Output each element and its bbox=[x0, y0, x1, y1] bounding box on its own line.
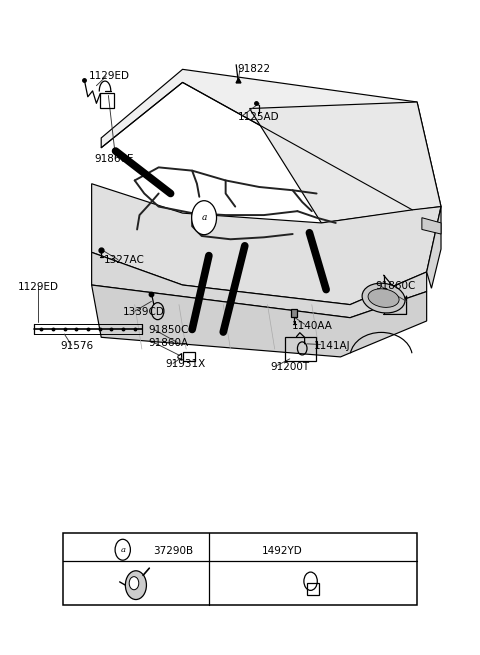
Bar bbox=[307, 583, 319, 595]
Text: 1492YD: 1492YD bbox=[262, 546, 302, 556]
Text: 1129ED: 1129ED bbox=[17, 282, 59, 292]
Polygon shape bbox=[250, 102, 441, 223]
Polygon shape bbox=[427, 206, 441, 288]
Polygon shape bbox=[92, 252, 427, 318]
Text: 1339CD: 1339CD bbox=[123, 307, 165, 317]
Text: 91860C: 91860C bbox=[375, 282, 415, 291]
Text: 91860A: 91860A bbox=[148, 338, 188, 348]
Text: 1125AD: 1125AD bbox=[238, 112, 279, 122]
Ellipse shape bbox=[368, 289, 399, 307]
Polygon shape bbox=[92, 285, 427, 357]
Bar bbox=[291, 309, 298, 317]
Circle shape bbox=[125, 571, 146, 599]
Text: 91822: 91822 bbox=[238, 64, 271, 73]
Text: 37290B: 37290B bbox=[153, 546, 193, 556]
Polygon shape bbox=[92, 183, 441, 305]
Text: 1327AC: 1327AC bbox=[104, 255, 144, 265]
Text: a: a bbox=[202, 213, 207, 222]
Circle shape bbox=[192, 200, 216, 234]
Bar bbox=[285, 337, 316, 362]
Polygon shape bbox=[422, 217, 441, 234]
Circle shape bbox=[115, 539, 131, 560]
Polygon shape bbox=[101, 69, 441, 210]
Text: a: a bbox=[120, 546, 125, 553]
Ellipse shape bbox=[362, 283, 405, 313]
Text: 1141AJ: 1141AJ bbox=[314, 341, 351, 351]
Text: 91860E: 91860E bbox=[94, 154, 133, 164]
Text: 91931X: 91931X bbox=[166, 359, 206, 369]
Bar bbox=[100, 93, 114, 108]
Circle shape bbox=[129, 576, 139, 590]
Text: 91850C: 91850C bbox=[148, 325, 189, 335]
Text: 1129ED: 1129ED bbox=[89, 71, 130, 81]
Bar bbox=[63, 533, 417, 605]
Text: 91200T: 91200T bbox=[270, 362, 309, 372]
Text: 91576: 91576 bbox=[60, 341, 94, 351]
Text: 1140AA: 1140AA bbox=[292, 320, 333, 331]
